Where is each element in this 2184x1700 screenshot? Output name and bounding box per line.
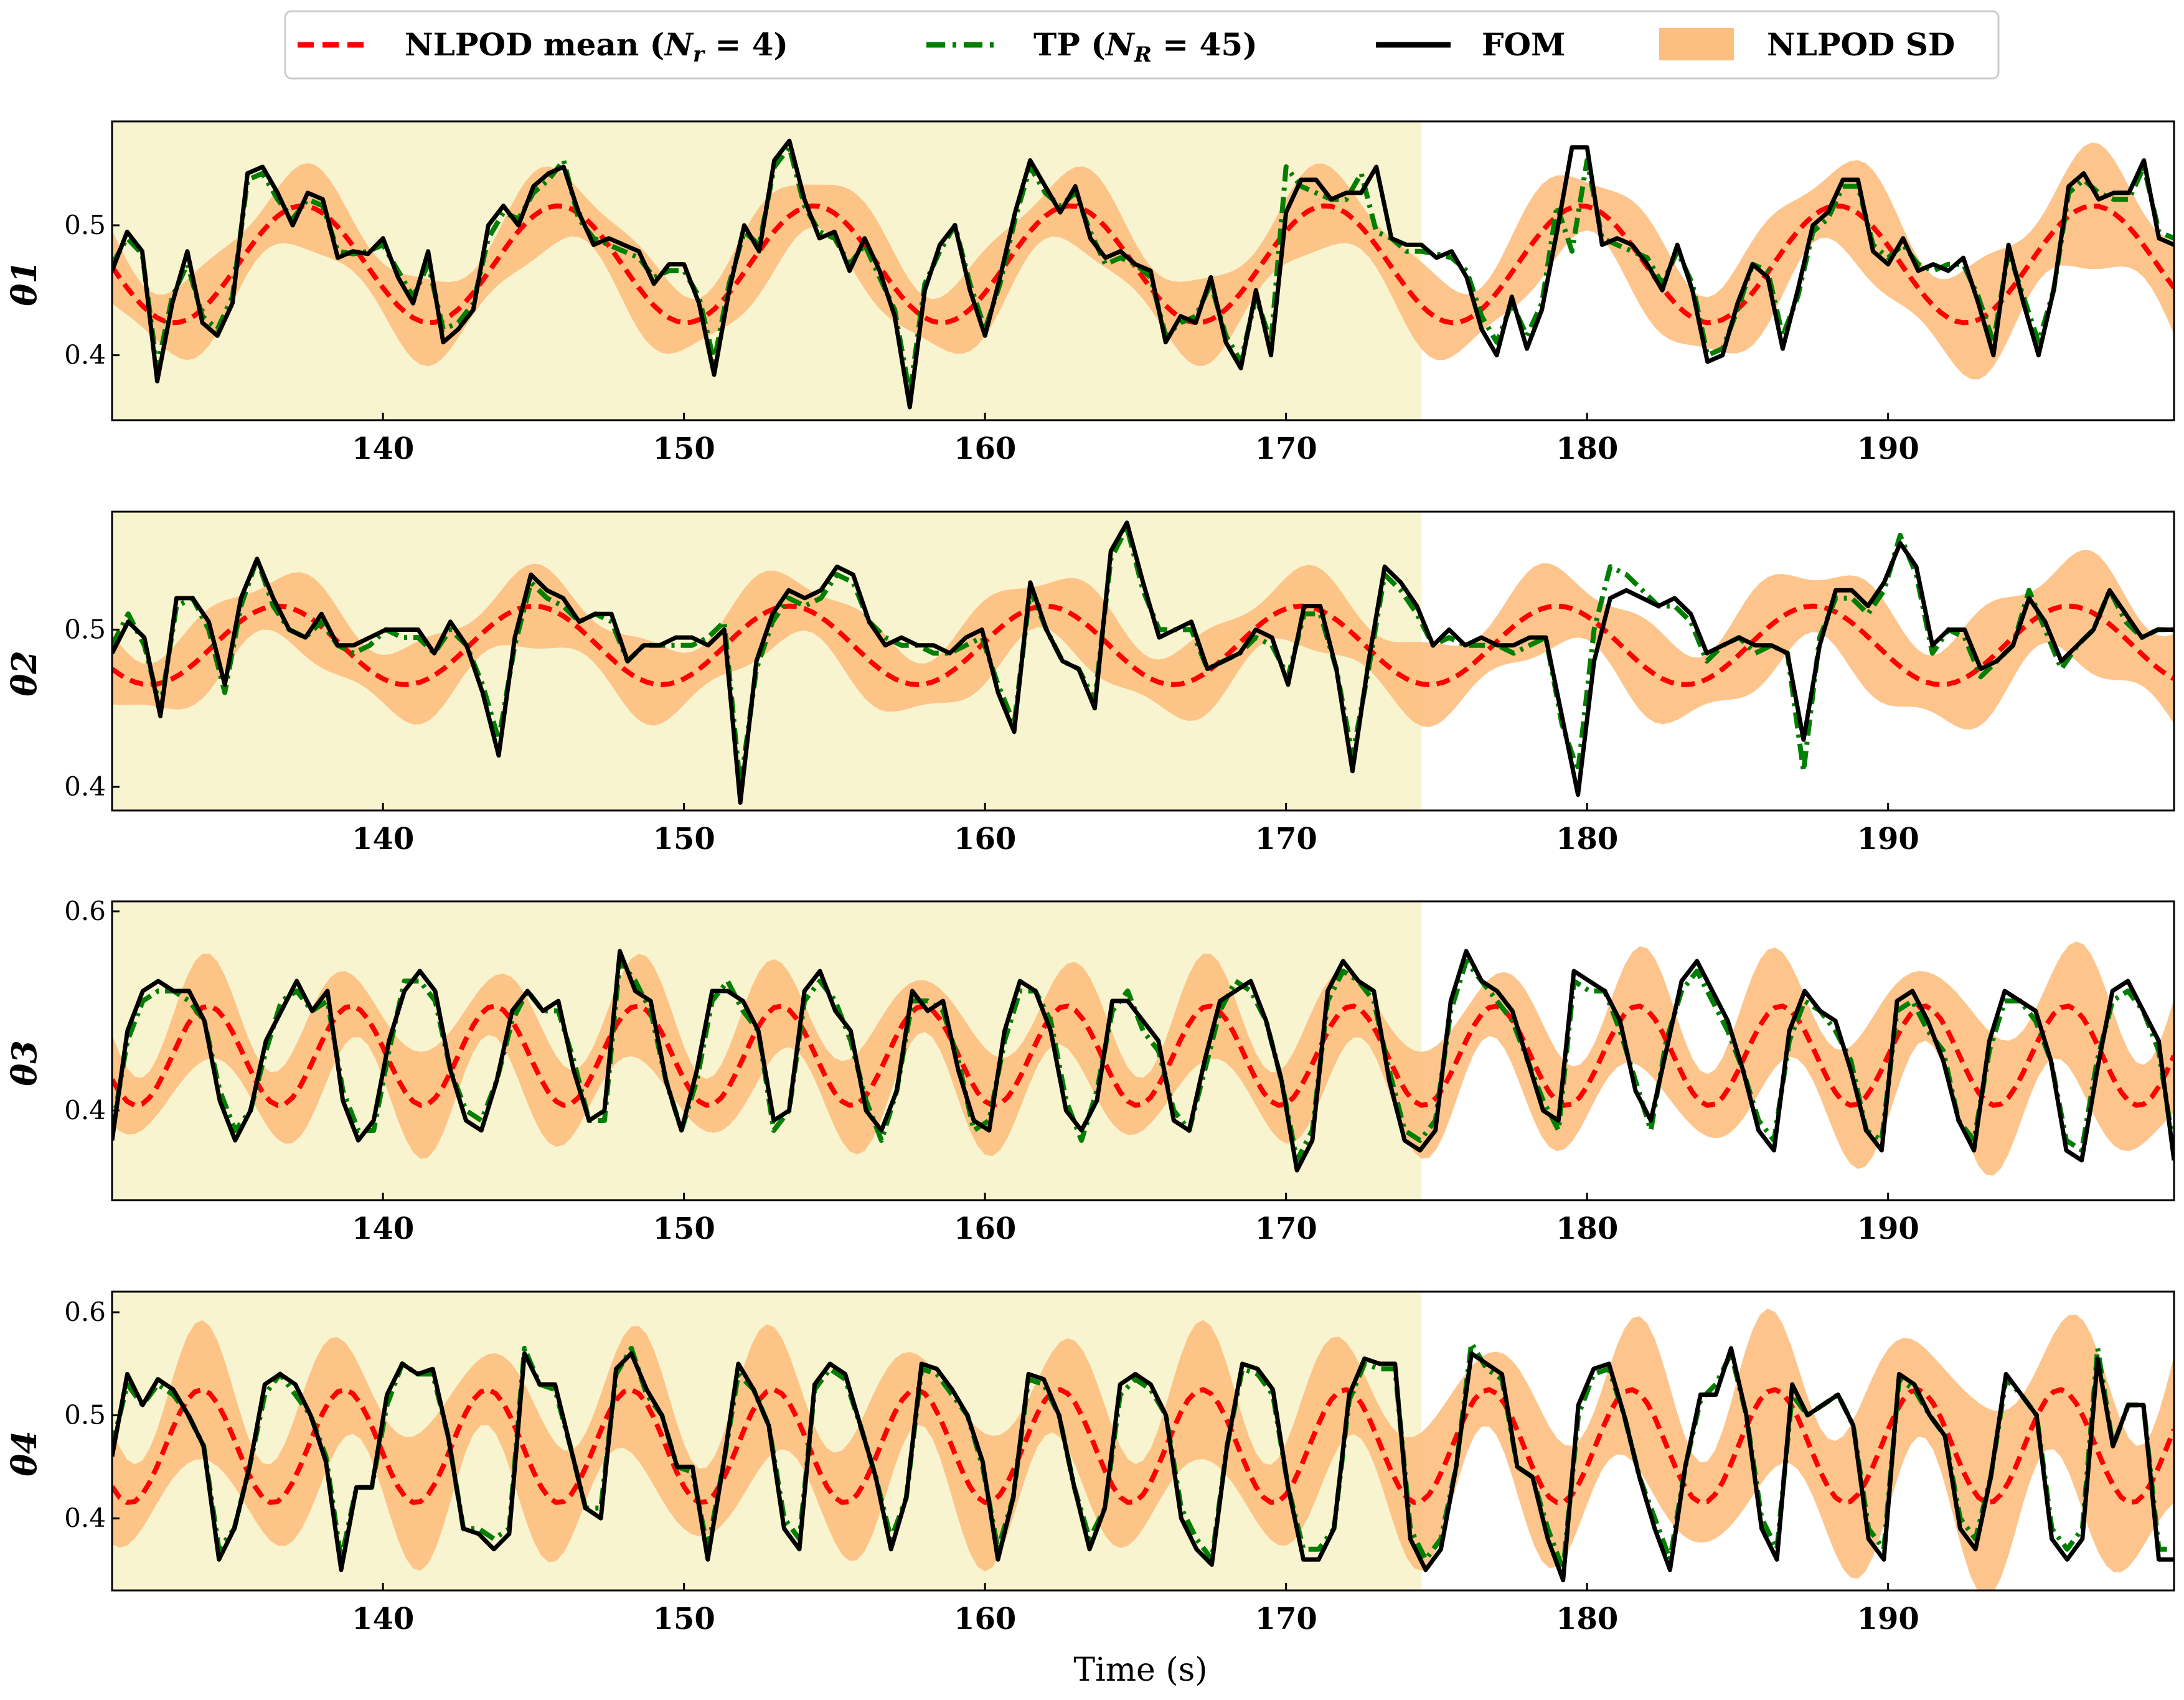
x-tick-label: 170	[1255, 822, 1317, 857]
fom-line	[112, 949, 2174, 1173]
x-tick-label: 190	[1857, 1602, 1919, 1637]
panel-theta1: 140 150 160 170 180 190 0.4 0.5 θ1	[4, 120, 2175, 466]
legend-label-tp: TP (NR = 45)	[1033, 26, 1258, 67]
y-tick-label: 0.6	[64, 1297, 106, 1327]
x-tick-label: 140	[352, 822, 414, 857]
x-tick-label: 160	[954, 431, 1016, 466]
x-tick-label: 140	[352, 431, 414, 466]
plot-area	[112, 138, 2174, 410]
x-tick-label: 160	[954, 822, 1016, 857]
x-tick-label: 190	[1857, 822, 1919, 857]
panel-theta2: 140 150 160 170 180 190 0.4 0.5 θ2	[4, 510, 2175, 857]
nlpod-mean-line	[112, 1387, 2174, 1505]
x-tick-label: 150	[653, 1602, 715, 1637]
nlpod-sd-band	[112, 143, 2174, 380]
x-tick-label: 180	[1556, 1602, 1618, 1637]
y-axis-label: θ1	[4, 260, 44, 306]
legend-label-fom: FOM	[1482, 26, 1565, 63]
tp-line	[112, 144, 2174, 397]
plot-area	[112, 1308, 2174, 1590]
plot-area	[112, 520, 2174, 805]
x-tick-label: 140	[352, 1602, 414, 1637]
x-tick-label: 150	[653, 431, 715, 466]
x-tick-label: 160	[954, 1602, 1016, 1637]
x-tick-label: 180	[1556, 431, 1618, 466]
legend: NLPOD mean (Nr = 4) TP (NR = 45) FOM NLP…	[284, 10, 2000, 80]
x-tick-label: 190	[1857, 1211, 1919, 1246]
fom-line	[112, 138, 2174, 410]
legend-frame	[284, 10, 2000, 80]
nlpod-mean-line	[112, 1003, 2174, 1108]
panel-theta3: 140 150 160 170 180 190 0.4 0.6 θ3	[4, 896, 2175, 1246]
legend-label-nlpod-mean: NLPOD mean (Nr = 4)	[405, 26, 788, 67]
y-tick-label: 0.5	[64, 210, 106, 240]
y-tick-label: 0.5	[64, 1400, 106, 1430]
nlpod-sd-band	[112, 941, 2174, 1176]
x-tick-label: 150	[653, 822, 715, 857]
y-axis-label: θ4	[4, 1430, 44, 1477]
x-tick-label: 140	[352, 1211, 414, 1246]
axes-frame	[111, 510, 2175, 812]
axes-frame	[111, 120, 2175, 421]
fom-line	[112, 1346, 2174, 1582]
x-tick-label: 190	[1857, 431, 1919, 466]
legend-swatch-sd	[1659, 28, 1734, 60]
x-tick-label: 160	[954, 1211, 1016, 1246]
x-axis-label: Time (s)	[1073, 1651, 1207, 1689]
y-axis-label: θ2	[4, 650, 44, 697]
y-axis-label: θ3	[4, 1040, 44, 1086]
x-tick-label: 180	[1556, 822, 1618, 857]
tp-line	[112, 1340, 2174, 1572]
plot-area	[112, 941, 2174, 1176]
axes-frame	[111, 900, 2175, 1201]
nlpod-sd-band	[112, 550, 2174, 730]
nlpod-sd-band	[112, 1308, 2174, 1590]
y-tick-label: 0.5	[64, 614, 106, 644]
x-tick-label: 170	[1255, 431, 1317, 466]
x-tick-label: 170	[1255, 1211, 1317, 1246]
panel-theta4: 140 150 160 170 180 190 0.4 0.5 0.6 θ4	[4, 1290, 2175, 1637]
y-tick-label: 0.4	[64, 340, 106, 370]
legend-label-sd: NLPOD SD	[1767, 26, 1955, 63]
x-tick-label: 150	[653, 1211, 715, 1246]
y-tick-label: 0.4	[64, 1503, 106, 1533]
axes-frame	[111, 1290, 2175, 1592]
x-tick-label: 180	[1556, 1211, 1618, 1246]
x-tick-label: 170	[1255, 1602, 1317, 1637]
nlpod-mean-line	[112, 203, 2174, 326]
y-tick-label: 0.4	[64, 771, 106, 802]
fom-line	[112, 520, 2174, 805]
y-tick-label: 0.6	[64, 896, 106, 926]
y-tick-label: 0.4	[64, 1095, 106, 1125]
